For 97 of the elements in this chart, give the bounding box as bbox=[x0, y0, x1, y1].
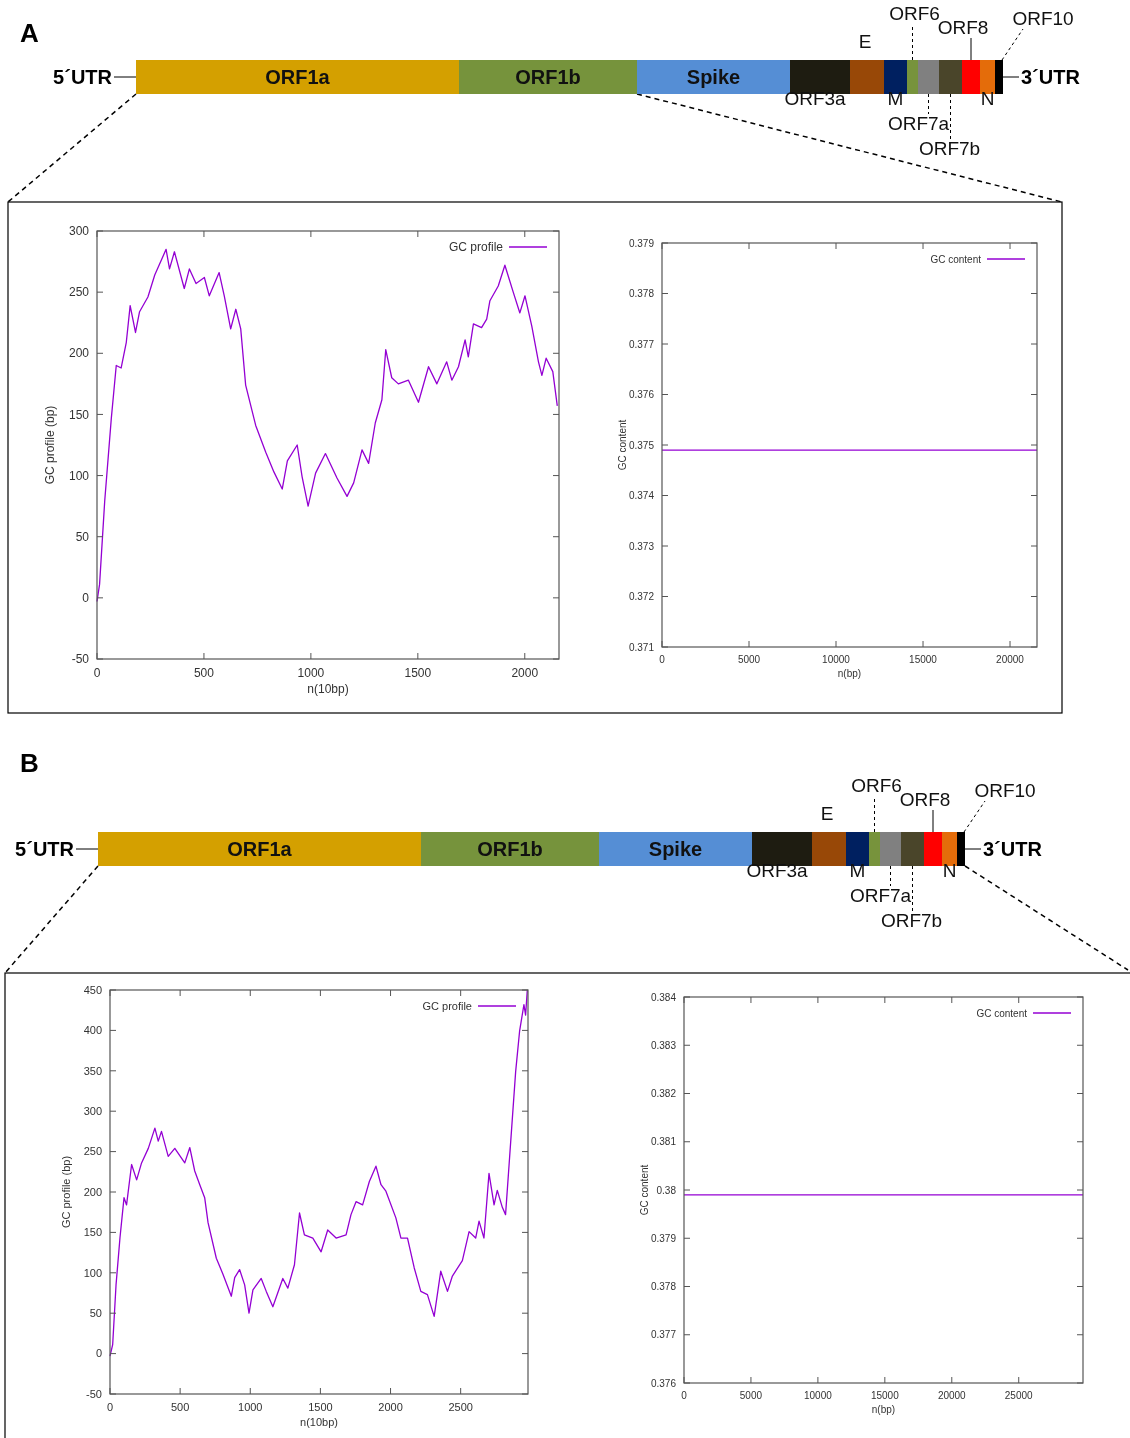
category-label: ORF1a bbox=[265, 66, 331, 88]
x-axis-title: n(bp) bbox=[837, 668, 862, 679]
category-label: ORF1a bbox=[227, 838, 293, 860]
text: 3´UTR bbox=[983, 838, 1043, 860]
y-tick-label: 0.378 bbox=[650, 1281, 677, 1292]
y-axis-title: GC profile (bp) bbox=[42, 405, 57, 485]
y-tick-label: 0.382 bbox=[650, 1088, 677, 1099]
x-tick-label: 5000 bbox=[737, 654, 761, 665]
x-tick-label: 500 bbox=[193, 666, 215, 680]
y-tick-label: 250 bbox=[83, 1145, 102, 1158]
y-tick-label: 50 bbox=[89, 1307, 102, 1320]
x-tick-label: 2500 bbox=[448, 1401, 473, 1413]
x-tick-label: 2000 bbox=[511, 666, 539, 680]
y-tick-label: 0.381 bbox=[650, 1136, 677, 1148]
x-tick-label: 1000 bbox=[238, 1401, 263, 1413]
category-label: ORF10 bbox=[974, 780, 1036, 801]
category-label: N bbox=[942, 860, 957, 881]
y-tick-label: 400 bbox=[83, 1024, 102, 1037]
x-tick-label: 2000 bbox=[378, 1401, 403, 1413]
x-tick-label: 0 bbox=[681, 1390, 688, 1401]
y-tick-label: 100 bbox=[68, 468, 90, 483]
x-tick-label: 15000 bbox=[870, 1390, 900, 1401]
x-tick-label: 25000 bbox=[1004, 1390, 1034, 1401]
y-tick-label: 0.376 bbox=[628, 389, 655, 400]
text: 3´UTR bbox=[1021, 66, 1081, 88]
y-tick-label: 450 bbox=[83, 983, 102, 996]
category-label: ORF3a bbox=[784, 88, 847, 109]
x-tick-label: 500 bbox=[170, 1401, 190, 1413]
y-tick-label: -50 bbox=[86, 1387, 102, 1400]
y-tick-label: 0.377 bbox=[628, 338, 655, 350]
category-label: E bbox=[820, 803, 834, 824]
y-tick-label: 150 bbox=[68, 407, 90, 422]
category-label: M bbox=[887, 88, 904, 109]
category-label: ORF7a bbox=[887, 113, 950, 134]
text: A bbox=[20, 18, 39, 48]
y-tick-label: 0.377 bbox=[650, 1329, 677, 1341]
y-axis-title: GC content bbox=[617, 419, 628, 471]
x-tick-label: 5000 bbox=[739, 1390, 763, 1401]
y-tick-label: 200 bbox=[83, 1185, 102, 1198]
x-tick-label: 20000 bbox=[996, 654, 1025, 665]
category-label: N bbox=[980, 88, 995, 109]
x-tick-label: 1500 bbox=[308, 1401, 333, 1413]
category-label: ORF6 bbox=[851, 775, 902, 796]
y-tick-label: 300 bbox=[83, 1105, 102, 1118]
category-label: ORF1b bbox=[515, 66, 581, 88]
x-axis-title: n(10bp) bbox=[300, 1416, 338, 1428]
y-tick-label: 0.379 bbox=[628, 237, 655, 249]
y-tick-label: 0 bbox=[95, 1347, 102, 1360]
y-tick-label: 0.374 bbox=[628, 490, 655, 501]
y-tick-label: 250 bbox=[68, 285, 90, 300]
y-tick-label: 150 bbox=[83, 1226, 102, 1239]
y-tick-label: 100 bbox=[83, 1266, 102, 1279]
x-tick-label: 10000 bbox=[822, 654, 851, 665]
category-label: ORF6 bbox=[889, 3, 940, 24]
y-tick-label: 350 bbox=[83, 1064, 102, 1077]
category-label: ORF1b bbox=[477, 838, 543, 860]
y-tick-label: 300 bbox=[68, 224, 90, 239]
y-tick-label: -50 bbox=[71, 652, 90, 667]
y-tick-label: 0.384 bbox=[650, 991, 677, 1003]
category-label: M bbox=[849, 860, 866, 881]
x-tick-label: 20000 bbox=[937, 1390, 967, 1401]
x-axis-title: n(bp) bbox=[871, 1404, 896, 1415]
category-label: Spike bbox=[686, 66, 741, 88]
text: 5´UTR bbox=[53, 66, 113, 88]
legend-label: GC content bbox=[976, 1007, 1028, 1019]
category-label: ORF10 bbox=[1012, 8, 1074, 29]
y-axis-title: GC profile (bp) bbox=[60, 1155, 73, 1229]
x-tick-label: 10000 bbox=[803, 1390, 833, 1401]
y-tick-label: 0.379 bbox=[650, 1232, 677, 1244]
legend-label: GC profile bbox=[448, 240, 504, 255]
x-tick-label: 1500 bbox=[404, 666, 432, 680]
x-tick-label: 1000 bbox=[297, 666, 325, 680]
y-tick-label: 0.375 bbox=[628, 439, 655, 451]
category-label: ORF7b bbox=[880, 910, 943, 931]
x-tick-label: 0 bbox=[106, 1401, 114, 1413]
y-tick-label: 0.378 bbox=[628, 288, 655, 299]
y-tick-label: 0 bbox=[82, 591, 90, 606]
y-tick-label: 0.383 bbox=[650, 1039, 677, 1051]
y-tick-label: 0.376 bbox=[650, 1377, 677, 1389]
category-label: ORF7b bbox=[918, 138, 981, 159]
category-label: ORF7a bbox=[849, 885, 912, 906]
category-label: Spike bbox=[648, 838, 703, 860]
y-axis-title: GC content bbox=[639, 1164, 650, 1216]
y-tick-label: 0.371 bbox=[628, 641, 655, 653]
category-label: E bbox=[858, 31, 872, 52]
x-tick-label: 15000 bbox=[909, 654, 938, 665]
y-tick-label: 0.373 bbox=[628, 540, 655, 552]
text: 5´UTR bbox=[15, 838, 75, 860]
y-tick-label: 0.38 bbox=[656, 1184, 677, 1196]
y-tick-label: 0.372 bbox=[628, 591, 655, 602]
legend-label: GC content bbox=[930, 253, 982, 265]
y-tick-label: 50 bbox=[75, 529, 90, 544]
x-axis-title: n(10bp) bbox=[307, 682, 349, 696]
category-label: ORF3a bbox=[746, 860, 809, 881]
y-tick-label: 200 bbox=[68, 346, 90, 361]
text: B bbox=[20, 748, 39, 778]
legend-label: GC profile bbox=[422, 999, 472, 1012]
